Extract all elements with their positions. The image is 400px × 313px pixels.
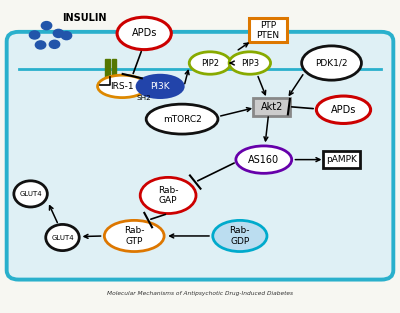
Text: pAMPK: pAMPK (326, 155, 357, 164)
Circle shape (61, 32, 72, 40)
Circle shape (35, 41, 46, 49)
Text: PTP
PTEN: PTP PTEN (256, 21, 279, 40)
Ellipse shape (117, 17, 171, 50)
Ellipse shape (146, 104, 218, 134)
Text: AS160: AS160 (248, 155, 279, 165)
Ellipse shape (213, 220, 267, 252)
FancyBboxPatch shape (323, 151, 360, 168)
Text: PI3K: PI3K (150, 82, 170, 91)
Text: Akt2: Akt2 (260, 102, 283, 112)
Text: SH2: SH2 (136, 95, 151, 101)
Ellipse shape (302, 46, 362, 80)
Circle shape (41, 22, 52, 30)
Ellipse shape (140, 177, 196, 213)
Ellipse shape (229, 52, 270, 74)
Ellipse shape (137, 75, 183, 98)
Ellipse shape (104, 220, 164, 252)
Text: Molecular Mechanisms of Antipsychotic Drug-Induced Diabetes: Molecular Mechanisms of Antipsychotic Dr… (107, 291, 293, 296)
Ellipse shape (189, 52, 231, 74)
Text: mTORC2: mTORC2 (163, 115, 202, 124)
Bar (112, 59, 116, 77)
Ellipse shape (316, 96, 371, 123)
Text: Rab-
GTP: Rab- GTP (124, 226, 144, 246)
Text: PIP3: PIP3 (241, 59, 259, 68)
Ellipse shape (14, 181, 47, 207)
FancyBboxPatch shape (249, 18, 287, 43)
Text: GLUT4: GLUT4 (51, 234, 74, 240)
Text: PDK1/2: PDK1/2 (315, 59, 348, 68)
Circle shape (29, 31, 40, 39)
Ellipse shape (46, 224, 79, 251)
Ellipse shape (98, 75, 147, 98)
Circle shape (49, 40, 60, 49)
Circle shape (53, 29, 64, 38)
Text: APDs: APDs (132, 28, 157, 38)
Text: INSULIN: INSULIN (62, 13, 107, 23)
Text: GLUT4: GLUT4 (19, 191, 42, 197)
Ellipse shape (236, 146, 292, 173)
Bar (105, 59, 110, 77)
Text: Rab-
GAP: Rab- GAP (158, 186, 178, 205)
FancyBboxPatch shape (254, 98, 290, 116)
Text: APDs: APDs (331, 105, 356, 115)
FancyBboxPatch shape (7, 32, 393, 280)
Text: PIP2: PIP2 (201, 59, 219, 68)
Text: Rab-
GDP: Rab- GDP (230, 226, 250, 246)
Text: IRS-1: IRS-1 (110, 82, 134, 91)
